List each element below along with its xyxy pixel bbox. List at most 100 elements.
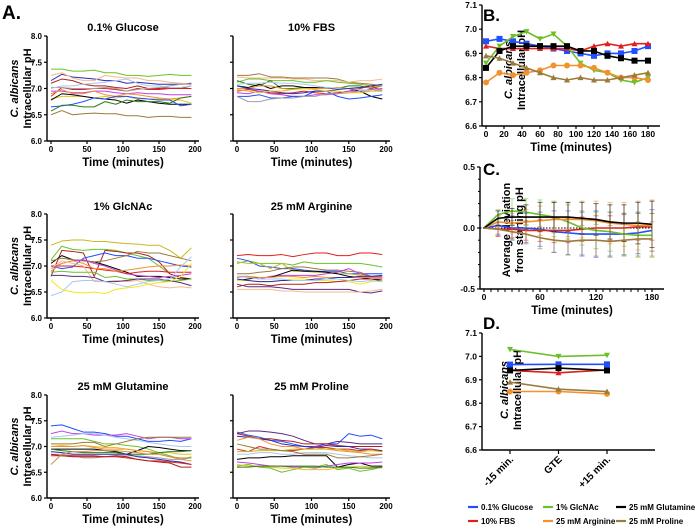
data-point-triangle (564, 77, 570, 83)
y-tick-label: 7.1 (465, 0, 477, 10)
data-point-square (604, 367, 610, 374)
x-axis-label: Time (minutes) (530, 142, 612, 154)
series-line-trace (50, 95, 192, 112)
series-line-trace (236, 83, 383, 95)
legend-item-proline: 25 mM Proline (616, 517, 684, 526)
x-tick-label: 0 (235, 502, 240, 511)
chart-b: 6.6 6.7 6.8 6.9 7.0 7.1 0 20 40 60 80 100 120 140 160 1… (465, 0, 660, 154)
series-line-trace (50, 260, 192, 272)
chart-d: 6.6 6.7 6.8 6.9 7.0 7.1 -15 min. GTE +15 min. C. … (465, 328, 655, 491)
x-axis-label: Time (minutes) (82, 157, 164, 169)
x-tick-label: 150 (152, 322, 166, 331)
chart-a4: 0 50 100 150 200 Time (minutes) 25 mM Arginine (230, 201, 393, 346)
series-line-trace (50, 72, 192, 85)
data-point-circle (645, 77, 651, 84)
y-tick-label: -0.5 (460, 284, 475, 294)
y-tick-label: 8.0 (31, 391, 43, 400)
data-point-square (618, 50, 624, 57)
x-tick-label: 0 (235, 145, 240, 154)
series-line-trace (50, 73, 192, 85)
data-point-triangle-down (537, 36, 543, 42)
y-tick-label: 6.6 (465, 121, 477, 131)
chart-a3: 6.0 6.5 7.0 7.5 8.0 0 50 100 150 200 Time (minutes… (9, 201, 202, 346)
series-line-trace (236, 446, 383, 453)
data-point-triangle (507, 379, 513, 385)
x-tick-label: 200 (188, 322, 202, 331)
y-tick-label: 7.5 (31, 417, 43, 426)
data-point-triangle-down (604, 352, 610, 359)
data-point-circle (523, 69, 530, 76)
data-point-circle (496, 69, 503, 76)
series-line-trace (50, 249, 192, 280)
data-point-square (550, 43, 557, 50)
series-line-trace (237, 448, 383, 453)
data-point-triangle (555, 386, 562, 392)
y-tick-label: 7.0 (465, 24, 477, 34)
x-tick-label: 40 (517, 129, 527, 139)
x-tick-label: 50 (83, 502, 92, 511)
y-tick-label: 6.0 (31, 494, 43, 503)
y-axis-label-line1: C. albicans (503, 41, 515, 99)
series-line-trace (50, 259, 192, 278)
x-tick-label: 160 (623, 129, 637, 139)
y-tick-label: 8.0 (31, 210, 43, 219)
series-line-trace (50, 239, 192, 259)
x-tick-label: 180 (641, 129, 655, 139)
series-line-trace (236, 278, 383, 288)
series-line-trace (236, 88, 383, 94)
legend-item-fbs: 10% FBS (468, 517, 516, 526)
series-line-trace (236, 435, 383, 452)
chart-title: 25 mM Glutamine (77, 381, 168, 393)
series-line-trace (51, 446, 192, 455)
chart-title: 10% FBS (288, 22, 335, 34)
x-tick-label: 150 (342, 145, 356, 154)
data-point-square (645, 57, 651, 64)
data-point-triangle (631, 72, 638, 78)
x-tick-label: 50 (83, 145, 92, 154)
data-point-triangle-down (631, 79, 638, 86)
x-tick-label: 50 (270, 502, 279, 511)
series-line-trace (236, 261, 383, 278)
data-point-triangle (604, 40, 611, 47)
data-point-square (591, 52, 597, 59)
legend-label: 25 mM Arginine (556, 517, 616, 526)
y-axis-label-line1: C. albicans (9, 237, 21, 295)
series-line-trace (50, 453, 192, 468)
data-point-triangle (523, 64, 530, 71)
data-point-square (483, 38, 489, 45)
data-point-square (631, 47, 638, 54)
data-point-triangle-down (507, 346, 513, 353)
data-point-square (564, 43, 570, 50)
series-line-trace (50, 256, 192, 297)
data-point-triangle-down (550, 31, 557, 38)
series-line-trace (236, 464, 383, 473)
series-line-trace (51, 90, 192, 96)
series-line-trace (236, 252, 383, 258)
data-point-triangle-down (483, 60, 489, 67)
data-point-triangle (631, 40, 638, 47)
legend-item-glutamine: 25 mM Glutamine (616, 503, 696, 512)
data-point-triangle (618, 74, 624, 81)
x-tick-label: 120 (589, 292, 603, 302)
x-axis-label: Time (minutes) (531, 305, 613, 317)
series-line-trace (50, 451, 192, 466)
y-axis-label-line2: Intracellular pH (22, 406, 34, 486)
series-line-trace (236, 81, 383, 92)
data-point-triangle (537, 69, 543, 76)
data-point-circle (604, 69, 611, 76)
y-axis-label-line1: C. albicans (9, 59, 21, 117)
data-point-square (604, 52, 611, 59)
y-axis-label-line2: Intracellular pH (22, 48, 34, 128)
data-point-triangle (496, 55, 503, 61)
data-point-square (507, 361, 513, 368)
series-line-trace (50, 450, 192, 465)
legend-item-glucose: 0.1% Glucose (468, 503, 534, 512)
series-line-trace (236, 443, 383, 459)
series-line-trace (50, 86, 192, 97)
series-line-trace (237, 288, 383, 293)
x-tick-label: 80 (553, 129, 563, 139)
data-point-square (591, 47, 597, 54)
series-line-proline (483, 227, 652, 243)
series-line-trace (50, 110, 192, 118)
data-point-square (496, 47, 503, 54)
